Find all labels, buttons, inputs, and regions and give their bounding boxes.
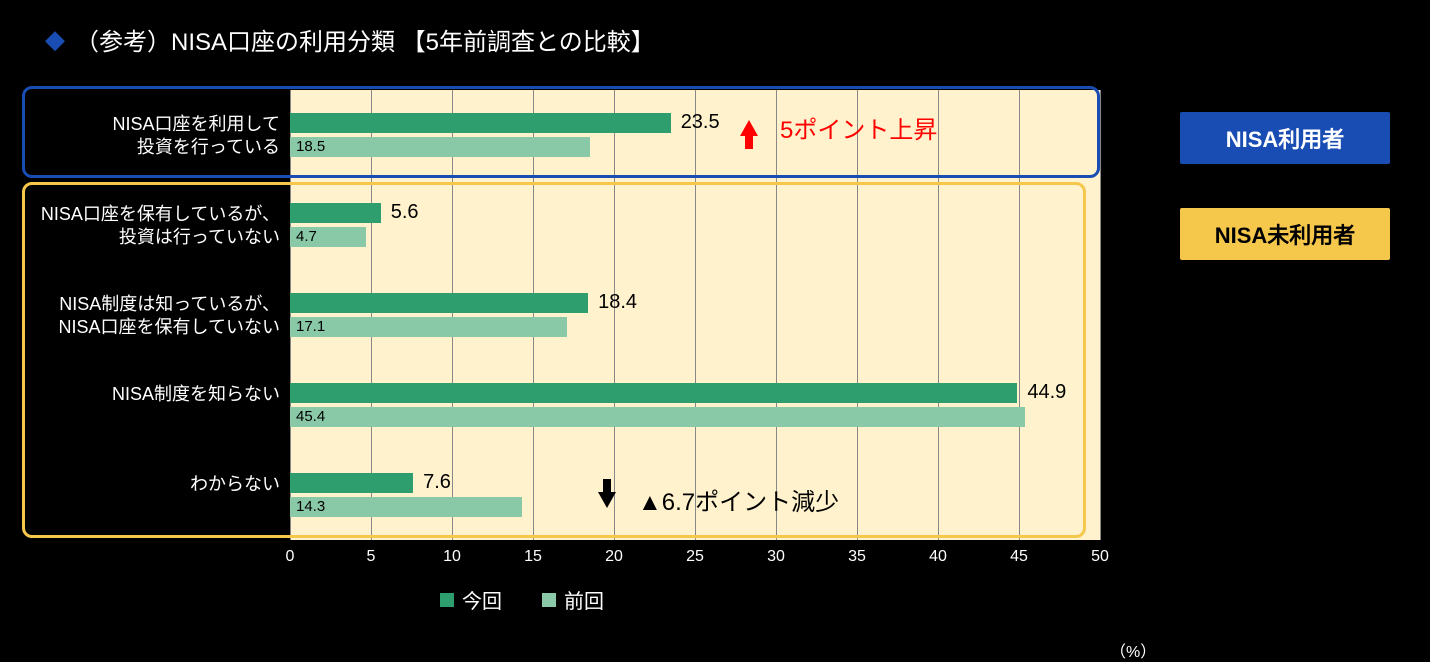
- bar: [290, 383, 1017, 403]
- x-tick-label: 15: [524, 548, 542, 566]
- legend-item: 前回: [542, 585, 604, 614]
- legend-label: 前回: [564, 585, 604, 614]
- bar: [290, 137, 590, 157]
- x-tick-label: 25: [686, 548, 704, 566]
- legend: 今回 前回: [440, 585, 604, 614]
- badge-nisa-nonusers: NISA未利用者: [1180, 208, 1390, 260]
- x-tick-label: 0: [286, 548, 295, 566]
- bar-value-label: 44.9: [1027, 381, 1066, 404]
- bar-value-label: 7.6: [423, 471, 451, 494]
- bar-value-label: 45.4: [296, 408, 325, 425]
- bar-value-label: 14.3: [296, 498, 325, 515]
- x-tick-label: 5: [367, 548, 376, 566]
- bar-value-label: 18.5: [296, 138, 325, 155]
- legend-item: 今回: [440, 585, 502, 614]
- arrow-up-icon: [740, 120, 758, 136]
- x-tick-label: 20: [605, 548, 623, 566]
- x-tick-label: 50: [1091, 548, 1109, 566]
- x-tick-label: 30: [767, 548, 785, 566]
- bar-value-label: 17.1: [296, 318, 325, 335]
- legend-label: 今回: [462, 585, 502, 614]
- bar-value-label: 4.7: [296, 228, 317, 245]
- x-tick-label: 40: [929, 548, 947, 566]
- bar-value-label: 5.6: [391, 201, 419, 224]
- annotation-text: 5ポイント上昇: [780, 110, 937, 145]
- gridline: [1100, 90, 1101, 540]
- bar: [290, 293, 588, 313]
- annotation-decrease: ▲6.7ポイント減少: [598, 482, 839, 517]
- legend-swatch-icon: [440, 593, 454, 607]
- title-text: （参考）NISA口座の利用分類 【5年前調査との比較】: [75, 22, 655, 57]
- bar: [290, 473, 413, 493]
- category-label: NISA口座を保有しているが、投資は行っていない: [20, 203, 280, 250]
- bar: [290, 317, 567, 337]
- x-tick-label: 10: [443, 548, 461, 566]
- chart-area: 0510152025303540455023.518.55.64.718.417…: [20, 90, 1110, 540]
- chart-title: ◆ （参考）NISA口座の利用分類 【5年前調査との比較】: [45, 22, 655, 57]
- category-label: NISA口座を利用して投資を行っている: [20, 113, 280, 160]
- arrow-down-icon: [598, 492, 616, 508]
- x-tick-label: 35: [848, 548, 866, 566]
- annotation-text: ▲6.7ポイント減少: [638, 482, 839, 517]
- title-marker-icon: ◆: [45, 24, 65, 55]
- annotation-increase: 5ポイント上昇: [740, 110, 937, 145]
- bar: [290, 113, 671, 133]
- bar-value-label: 23.5: [681, 111, 720, 134]
- x-tick-label: 45: [1010, 548, 1028, 566]
- bar: [290, 203, 381, 223]
- legend-swatch-icon: [542, 593, 556, 607]
- category-label: NISA制度を知らない: [20, 383, 280, 406]
- badge-nisa-users: NISA利用者: [1180, 112, 1390, 164]
- category-label: NISA制度は知っているが、NISA口座を保有していない: [20, 293, 280, 340]
- plot-area: 0510152025303540455023.518.55.64.718.417…: [290, 90, 1100, 540]
- bar: [290, 407, 1025, 427]
- category-label: わからない: [20, 473, 280, 496]
- bar-value-label: 18.4: [598, 291, 637, 314]
- x-axis-unit-label: （%）: [1110, 638, 1156, 662]
